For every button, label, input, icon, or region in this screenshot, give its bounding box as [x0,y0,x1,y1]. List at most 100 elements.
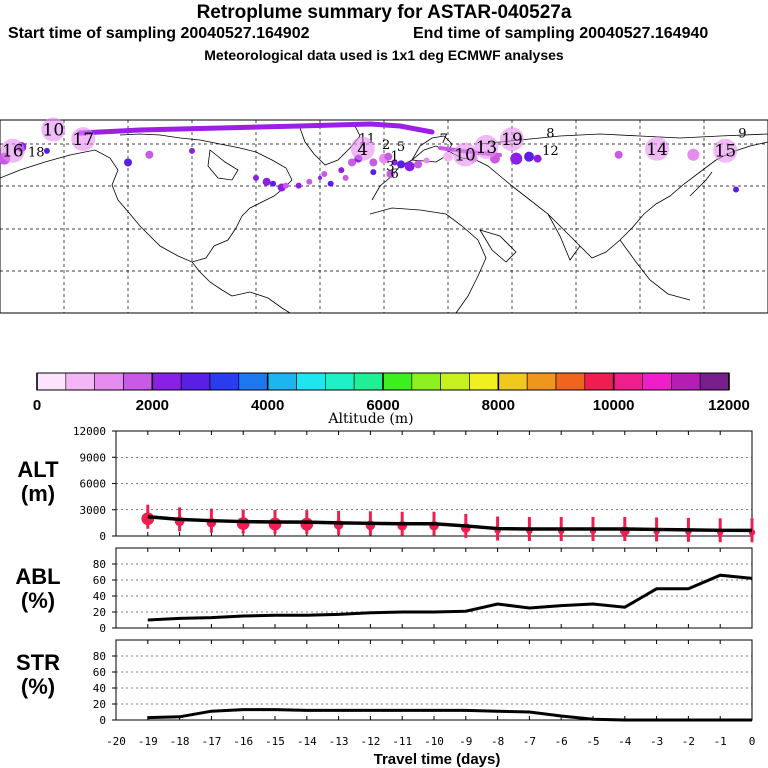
colorbar-swatch [440,372,470,391]
plume-label-circle [41,117,66,142]
colorbar-tick-label: 0 [33,397,41,414]
plume-label: 19 [501,130,523,150]
panel-frame [115,639,753,721]
y-tick-label: 60 [93,666,106,679]
plume-dot [510,152,523,165]
y-tick-label: 6000 [80,478,107,491]
plume-label: 14 [646,140,668,160]
x-tick-label: -4 [618,735,632,748]
y-tick-label: 3000 [80,504,107,517]
colorbar-swatch [180,372,211,391]
plume-label: 12 [542,144,559,159]
y-tick-label: 40 [93,590,106,603]
y-tick-label: 20 [93,698,106,711]
x-tick-label: -3 [650,735,663,748]
colorbar-swatch [699,372,730,391]
alt-point [236,517,250,530]
plume-dot [370,169,377,176]
chart-panels: 120009000600030000ALT(m)806040200ABL(%)8… [15,425,755,768]
start-time: Start time of sampling 20040527.164902 [8,25,310,42]
plume-label: 2 [382,138,390,153]
colorbar-tick-label: 4000 [251,397,284,414]
colorbar-swatch [296,372,326,391]
plume-dot [321,171,328,178]
plume-label: 3 [386,159,394,174]
plume-label: 13 [476,138,498,158]
map-gridlines [0,120,768,313]
plume-dot [348,158,356,167]
plume-label: 6 [391,167,399,182]
y-tick-label: 12000 [73,425,106,438]
plume-dot [145,150,154,159]
y-tick-label: 80 [93,558,106,571]
alt-point [268,517,282,531]
chart-title: Retroplume summary for ASTAR-040527a [196,2,572,23]
plume-label-circle [474,134,499,159]
india [547,213,581,261]
colorbar-swatch [642,372,672,391]
plume-dot [253,174,259,181]
plume-label: 10 [43,121,65,141]
plume-label: 16 [2,142,24,162]
colorbar-swatch [382,372,413,391]
x-tick-label: -1 [714,735,727,748]
arabia [479,229,517,263]
colorbar-swatch [469,372,499,391]
meteo-info: Meteorological data used is 1x1 deg ECMW… [204,47,564,63]
str-line [147,708,752,722]
plume-dot [189,147,195,154]
colorbar: 0 2000 4000 6000 8000 10000 12000 Altitude (m) [33,372,750,427]
plume-label-circle [500,127,524,152]
y-tick-label: 80 [93,650,106,663]
colorbar-tick-label: 10000 [593,397,635,414]
plume-label-circle [350,136,375,161]
plume-dot [295,182,302,189]
y-tick-label: 40 [93,682,106,695]
colorbar-swatch [671,372,701,391]
x-tick-label: -2 [682,735,695,748]
plume-dot [338,167,345,174]
colorbar-swatch [238,372,268,391]
plume-dot [524,151,535,162]
plume-label: 17 [72,130,94,150]
panel-ylabel-unit: (%) [21,674,55,699]
y-tick-label: 0 [99,622,106,635]
colorbar-tick-label: 6000 [366,397,399,414]
x-tick-label: -11 [392,735,412,748]
panel-ylabel-unit: (m) [21,481,55,506]
x-tick-label: -13 [329,735,349,748]
x-tick-label: -5 [586,735,599,748]
south-america [231,291,291,314]
plume-dot [306,178,313,185]
hudson-bay [207,149,239,181]
plume-dot [318,175,322,180]
plume-label-circle [0,138,25,163]
alt-point [300,517,314,531]
colorbar-swatch [498,372,528,391]
plume-dot [262,177,271,186]
x-tick-label: -9 [459,735,472,748]
plume-dot [124,158,132,167]
plume-dot [270,180,277,187]
colorbar-tick-label: 2000 [136,397,169,414]
scandinavia [411,135,453,163]
colorbar-swatch [613,372,643,391]
siberia-coast [479,133,768,145]
colorbar-swatch [152,372,182,391]
plume-label: 10 [454,146,476,166]
plume-label-circle [453,142,478,167]
x-tick-label: -8 [491,735,504,748]
plume-label-circle [71,127,96,152]
x-tick-label: -17 [201,735,221,748]
plume-label: 15 [715,142,737,162]
y-tick-label: 60 [93,574,106,587]
colorbar-swatch [325,372,355,391]
x-tick-label: -7 [523,735,536,748]
colorbar-swatch [209,372,240,391]
abl-line [147,573,753,622]
x-axis-label: Travel time (days) [374,751,501,768]
plume-dot [423,157,430,164]
plume-path [77,121,435,136]
y-tick-label: 9000 [80,451,107,464]
